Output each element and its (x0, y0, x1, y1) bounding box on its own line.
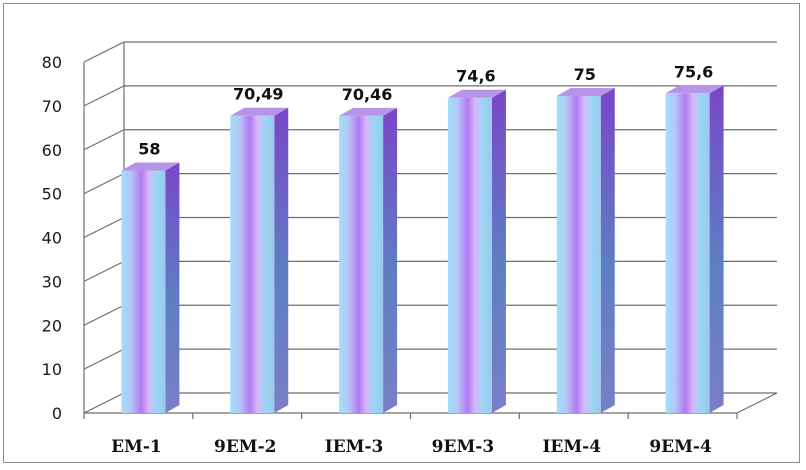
bar-side (491, 89, 506, 413)
x-category-label: 9EM-2 (214, 437, 277, 457)
chart-frame: 0 10 20 30 40 50 60 70 80 58 EM-1 70,49 9EM-2 70,46 I… (3, 3, 800, 463)
bar-9EM-2 (230, 107, 289, 413)
y-tick-label: 30 (42, 272, 62, 291)
bar-front (665, 93, 710, 414)
bar-side (165, 162, 180, 413)
data-label: 75,6 (674, 62, 713, 81)
floor-right-edge (736, 392, 778, 414)
bar-EM-1 (121, 162, 180, 413)
data-label: 75 (574, 65, 596, 84)
bar-top (665, 85, 724, 94)
y-tick-label: 10 (42, 360, 62, 379)
bar-top (121, 162, 180, 171)
bar-top (230, 107, 289, 116)
y-tick-label: 80 (42, 53, 62, 72)
labels-layer: 58 EM-1 70,49 9EM-2 70,46 IEM-3 74,6 9EM-3 75 IEM… (111, 62, 713, 457)
y-tick-label: 70 (42, 97, 62, 116)
y-tick-label: 60 (42, 141, 62, 160)
bar-side (274, 107, 289, 413)
y-tick-label: 20 (42, 316, 62, 335)
x-category-label: IEM-3 (325, 437, 384, 457)
bar-chart: 0 10 20 30 40 50 60 70 80 58 EM-1 70,49 9EM-2 70,46 I… (42, 41, 778, 457)
gridline-depth-40 (83, 216, 125, 239)
gridline-depth-10 (83, 348, 125, 370)
bar-front (121, 170, 166, 413)
data-label: 74,6 (456, 67, 495, 86)
gridline-depth-80 (83, 41, 125, 63)
data-label: 70,49 (233, 85, 284, 104)
gridline-depth-50 (83, 173, 125, 195)
gridline-depth-70 (83, 85, 125, 107)
bar-IEM-3 (339, 107, 398, 413)
data-label: 58 (138, 140, 160, 159)
x-category-label: EM-1 (111, 437, 162, 457)
bar-side (600, 87, 615, 413)
gridline-depth-20 (83, 304, 125, 326)
gridline-depth-60 (83, 129, 125, 151)
gridline-depth-0 (83, 392, 125, 414)
y-tick-label: 50 (42, 185, 62, 204)
bar-front (556, 95, 601, 413)
bar-top (556, 87, 615, 96)
axis-layer: 0 10 20 30 40 50 60 70 80 (42, 53, 738, 423)
bar-side (709, 85, 724, 414)
y-tick-label: 0 (52, 404, 62, 423)
bar-front (230, 115, 275, 413)
y-tick-label: 40 (42, 229, 62, 248)
bar-front (339, 115, 384, 413)
x-category-label: 9EM-4 (649, 437, 712, 457)
bar-top (447, 89, 506, 98)
bar-9EM-3 (447, 89, 506, 413)
gridline-depth-30 (83, 260, 125, 282)
x-category-label: IEM-4 (542, 437, 601, 457)
data-label: 70,46 (342, 85, 393, 104)
x-category-label: 9EM-3 (432, 437, 495, 457)
bar-top (339, 107, 398, 116)
bar-side (383, 107, 398, 413)
bar-IEM-4 (556, 87, 615, 413)
bar-9EM-4 (665, 85, 724, 414)
bars-layer (121, 85, 724, 414)
bar-front (447, 97, 492, 413)
